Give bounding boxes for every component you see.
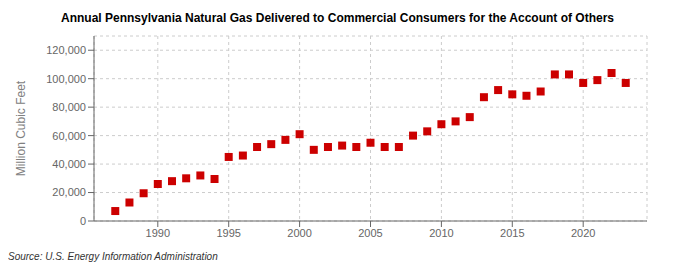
svg-text:80,000: 80,000 bbox=[52, 101, 86, 113]
svg-text:2000: 2000 bbox=[287, 227, 311, 239]
svg-text:2010: 2010 bbox=[429, 227, 453, 239]
svg-text:20,000: 20,000 bbox=[52, 186, 86, 198]
html-text:Source: U.S. Energy Informatio: Source: U.S. Energy Information Administ… bbox=[8, 251, 218, 262]
svg-text:120,000: 120,000 bbox=[46, 44, 86, 56]
svg-text:0: 0 bbox=[80, 215, 86, 227]
svg-text:100,000: 100,000 bbox=[46, 73, 86, 85]
svg-text:40,000: 40,000 bbox=[52, 158, 86, 170]
svg-text:2020: 2020 bbox=[571, 227, 595, 239]
svg-text:1995: 1995 bbox=[216, 227, 240, 239]
svg-text:2015: 2015 bbox=[500, 227, 524, 239]
svg-text:1990: 1990 bbox=[146, 227, 170, 239]
svg-text:60,000: 60,000 bbox=[52, 130, 86, 142]
svg-text:Million Cubic Feet: Million Cubic Feet bbox=[14, 80, 28, 176]
svg-text:2005: 2005 bbox=[358, 227, 382, 239]
html-text:Annual Pennsylvania Natural Ga: Annual Pennsylvania Natural Gas Delivere… bbox=[61, 11, 614, 25]
